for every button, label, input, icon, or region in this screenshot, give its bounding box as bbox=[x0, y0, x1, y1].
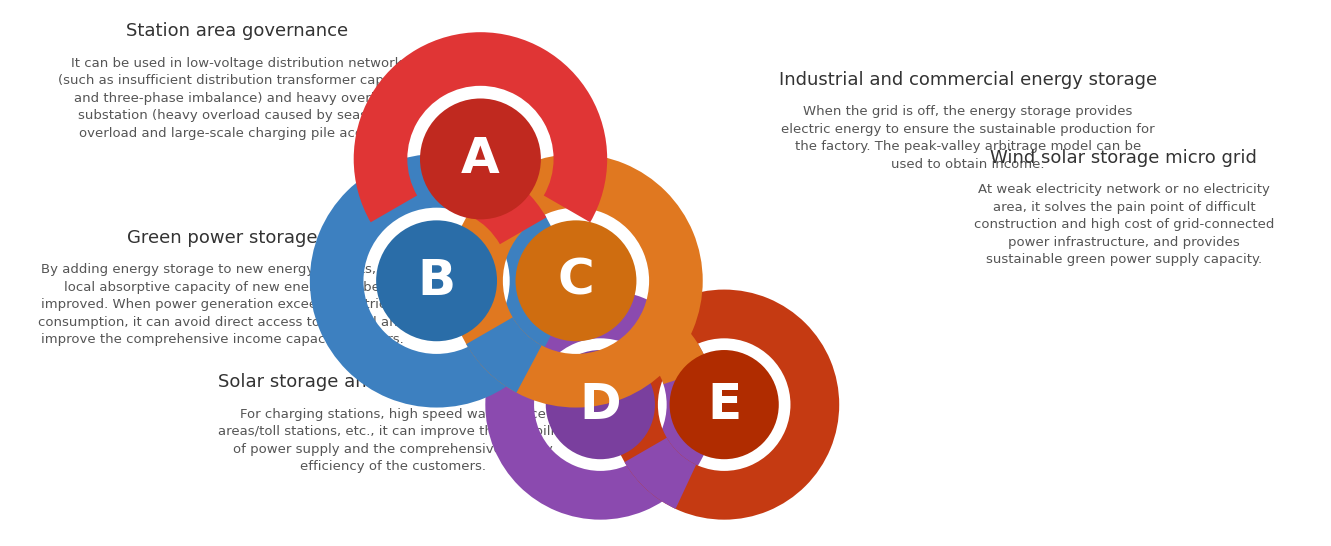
Text: A: A bbox=[461, 135, 500, 183]
Text: For charging stations, high speed way service
areas/toll stations, etc., it can : For charging stations, high speed way se… bbox=[218, 408, 567, 473]
Wedge shape bbox=[471, 169, 546, 244]
Wedge shape bbox=[466, 317, 542, 393]
Text: Green power storage: Green power storage bbox=[126, 229, 317, 247]
Text: Solar storage and charging integration: Solar storage and charging integration bbox=[218, 373, 567, 391]
Wedge shape bbox=[354, 32, 607, 222]
Text: E: E bbox=[707, 381, 741, 429]
Wedge shape bbox=[644, 319, 709, 384]
Circle shape bbox=[515, 221, 636, 341]
Text: D: D bbox=[579, 381, 622, 429]
Circle shape bbox=[669, 350, 779, 459]
Circle shape bbox=[377, 221, 496, 341]
Text: At weak electricity network or no electricity
area, it solves the pain point of : At weak electricity network or no electr… bbox=[974, 183, 1274, 266]
Wedge shape bbox=[486, 289, 715, 520]
Text: Station area governance: Station area governance bbox=[125, 22, 347, 40]
Text: Industrial and commercial energy storage: Industrial and commercial energy storage bbox=[779, 71, 1157, 89]
Text: By adding energy storage to new energy projects, the
local absorptive capacity o: By adding energy storage to new energy p… bbox=[39, 263, 406, 346]
Text: When the grid is off, the energy storage provides
electric energy to ensure the : When the grid is off, the energy storage… bbox=[781, 105, 1155, 171]
Wedge shape bbox=[310, 154, 563, 407]
Wedge shape bbox=[450, 154, 703, 407]
Circle shape bbox=[546, 350, 655, 459]
Text: It can be used in low-voltage distribution network
(such as insufficient distrib: It can be used in low-voltage distributi… bbox=[57, 57, 415, 140]
Text: C: C bbox=[558, 257, 595, 305]
Text: B: B bbox=[418, 257, 455, 305]
Circle shape bbox=[421, 98, 540, 219]
Wedge shape bbox=[610, 289, 840, 520]
Wedge shape bbox=[624, 438, 696, 509]
Text: Wind solar storage micro grid: Wind solar storage micro grid bbox=[990, 149, 1258, 167]
